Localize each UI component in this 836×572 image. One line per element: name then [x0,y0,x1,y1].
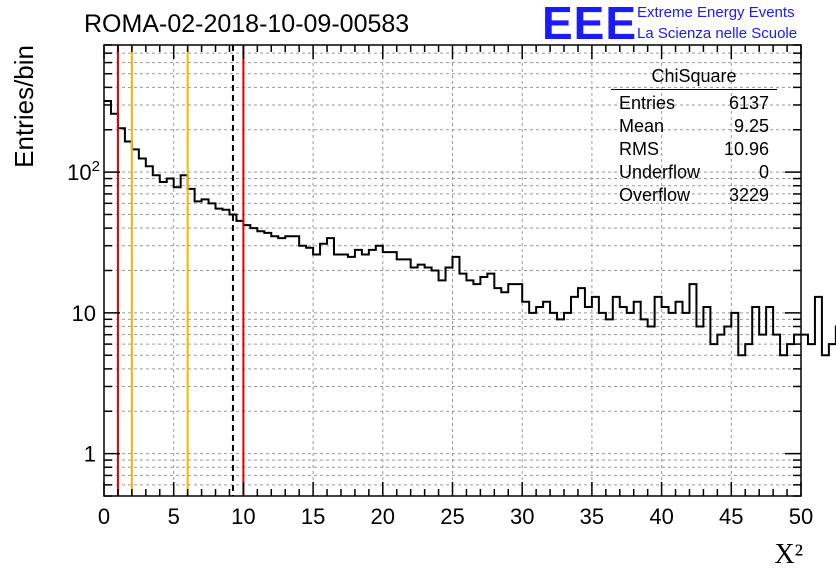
stats-value: 10.96 [723,139,769,159]
stats-label: Mean [619,116,665,136]
stats-value: 6137 [728,93,769,113]
x-tick-label: 15 [301,504,325,529]
x-tick-label: 50 [789,504,813,529]
y-tick-label: 1 [84,442,96,467]
stats-row-entries: Entries 6137 [619,93,769,116]
stats-row-mean: Mean 9.25 [619,116,769,139]
stats-value: 9.25 [733,116,769,136]
x-tick-label: 0 [98,504,110,529]
x-tick-label: 25 [440,504,464,529]
eee-logo: EEE [542,0,638,49]
x-tick-label: 5 [168,504,180,529]
x-tick-label: 30 [510,504,534,529]
histogram-series [104,100,836,357]
stats-row-overflow: Overflow 3229 [619,185,769,208]
stats-label: Entries [619,93,676,113]
stats-divider [611,89,777,90]
y-tick-label: 102 [67,158,100,185]
histogram-line [104,100,836,357]
logo-line-2: La Scienza nelle Scuole [637,25,798,42]
grid [104,45,801,496]
y-tick-label: 10 [72,301,96,326]
stats-value: 0 [758,162,769,182]
stats-label: RMS [619,139,659,159]
x-tick-label: 35 [580,504,604,529]
reference-lines [116,45,245,496]
x-tick-label: 40 [649,504,673,529]
x-tick-label: 10 [231,504,255,529]
axes [103,44,802,497]
logo-line-1: Extreme Energy Events [637,4,795,21]
stats-row-underflow: Underflow 0 [619,162,769,185]
page-title: ROMA-02-2018-10-09-00583 [84,10,410,38]
stats-title: ChiSquare [651,66,737,86]
x-axis-label: X² [774,539,803,570]
y-axis-label: Entries/bin [9,45,39,168]
stats-value: 3229 [728,185,769,205]
stats-label: Overflow [619,185,691,205]
stats-box: ChiSquare Entries 6137 Mean 9.25 RMS 10.… [611,64,777,208]
tick-labels: 0 5 10 15 20 25 30 35 40 45 50 1 10 102 Entries/bin X² [9,45,813,570]
x-tick-label: 45 [719,504,743,529]
stats-row-rms: RMS 10.96 [619,139,769,162]
stats-label: Underflow [619,162,701,182]
x-tick-label: 20 [371,504,395,529]
